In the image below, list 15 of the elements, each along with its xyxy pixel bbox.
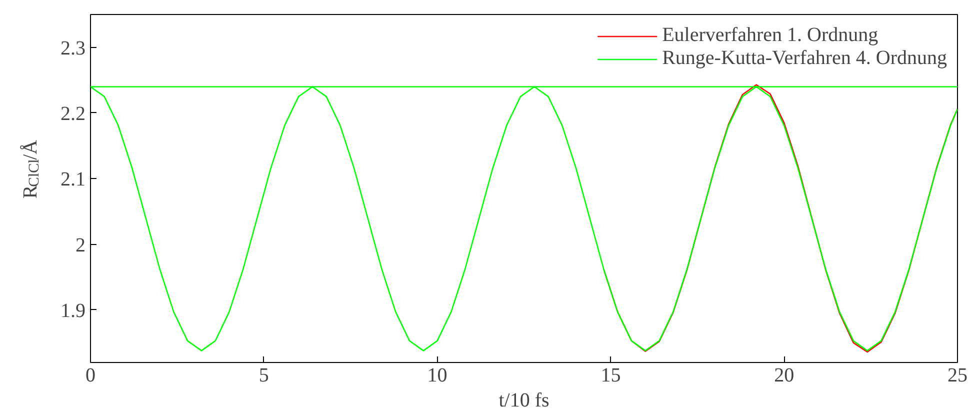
x-axis-title: t/10 fs: [498, 390, 550, 412]
y-tick-label: 2.1: [60, 168, 86, 191]
x-tick-label: 20: [774, 364, 794, 386]
x-tick-label: 25: [948, 364, 968, 386]
x-tick-label: 0: [86, 364, 96, 386]
legend-label: Eulerverfahren 1. Ordnung: [662, 24, 878, 47]
x-tick-label: 15: [600, 364, 621, 386]
x-tick-label: 10: [427, 364, 448, 386]
y-tick-label: 1.9: [60, 300, 86, 322]
y-tick-label: 2.3: [60, 37, 86, 60]
legend-label: Runge-Kutta-Verfahren 4. Ordnung: [662, 47, 947, 70]
y-tick-label: 2: [76, 234, 86, 256]
y-axis-title: RClCl/Å: [20, 139, 42, 199]
x-tick-label: 5: [258, 364, 269, 386]
y-tick-label: 2.2: [60, 102, 86, 125]
